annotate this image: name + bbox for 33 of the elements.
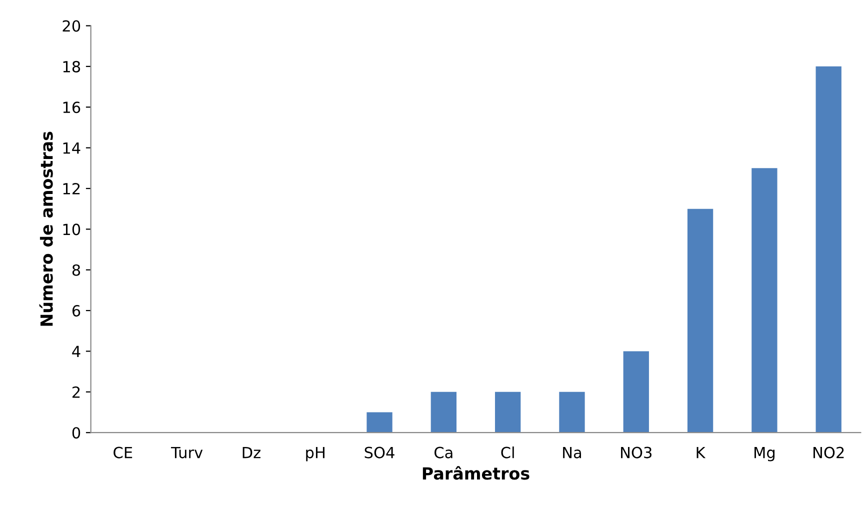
y-tick-label: 14 — [63, 142, 80, 154]
y-tick-label: 2 — [72, 386, 80, 398]
x-tick-label: NO3 — [621, 446, 652, 458]
bar — [623, 351, 649, 433]
y-tick-label: 20 — [62, 20, 80, 32]
y-tick-label: 6 — [72, 305, 80, 317]
bar — [366, 412, 392, 433]
y-tick-label: 0 — [72, 427, 80, 439]
y-tick-label: 4 — [72, 346, 80, 358]
y-tick-label: 16 — [63, 102, 80, 114]
x-tick-label: Turv — [171, 446, 203, 458]
x-tick-label: Dz — [242, 446, 260, 458]
x-tick-label: SO4 — [364, 446, 394, 458]
bar — [494, 392, 521, 433]
x-tick-label: K — [696, 446, 706, 458]
x-tick-label: Na — [563, 446, 581, 458]
bar — [559, 392, 585, 433]
bar — [816, 66, 842, 433]
x-tick-label: Mg — [754, 446, 774, 462]
bar — [687, 208, 714, 433]
bar — [430, 392, 457, 433]
x-tick-label: pH — [306, 446, 324, 462]
y-tick-label: 10 — [63, 224, 80, 236]
x-tick-label: Ca — [434, 446, 452, 458]
x-tick-label: CE — [114, 446, 132, 458]
x-axis-title: Parâmetros — [422, 466, 530, 480]
y-tick-label: 8 — [72, 264, 80, 276]
x-tick-label: NO2 — [814, 446, 844, 458]
y-tick-label: 18 — [63, 60, 80, 72]
y-axis-title: Número de amostras — [39, 132, 53, 326]
bar — [752, 168, 778, 433]
x-tick-label: Cl — [501, 446, 514, 458]
y-tick-label: 12 — [63, 182, 80, 194]
